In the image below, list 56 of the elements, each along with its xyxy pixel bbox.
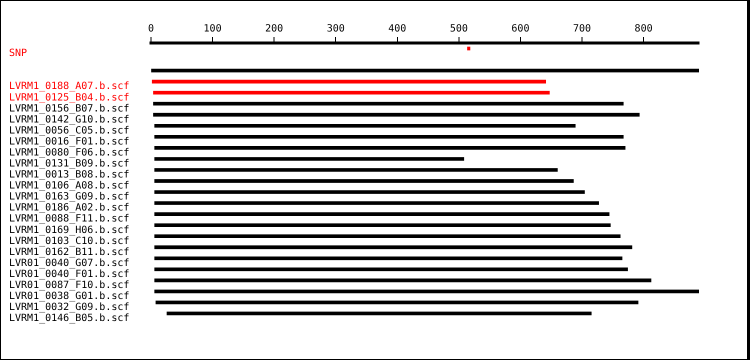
y-tick-label: LVRM1_0103_C10.b.scf: [9, 236, 130, 247]
x-tick-label: 700: [572, 24, 592, 35]
y-tick-label: LVRM1_0163_G09.b.scf: [9, 192, 130, 203]
bar: [467, 46, 470, 50]
y-tick-label: LVRM1_0169_H06.b.scf: [9, 224, 130, 236]
x-tick-label: 200: [265, 24, 284, 35]
bar: [153, 112, 640, 117]
y-tick-label: LVRM1_0080_F06.b.scf: [9, 147, 130, 158]
y-tick-label: LVRM1_0131_B09.b.scf: [9, 158, 130, 170]
bar: [156, 300, 638, 304]
bar: [154, 168, 558, 172]
bar: [154, 290, 699, 294]
y-tick-label: LVR01_0040_F01.b.scf: [9, 268, 130, 280]
x-tick-label: 400: [388, 24, 406, 35]
y-tick-label: LVRM1_0186_A02.b.scf: [9, 202, 130, 214]
y-tick-label: LVRM1_0146_B05.b.scf: [9, 313, 130, 324]
y-tick-label: LVRM1_0016_F01.b.scf: [9, 136, 130, 148]
bar: [166, 312, 592, 316]
y-tick-label: LVR01_0087_F10.b.scf: [9, 280, 130, 291]
bar: [154, 234, 621, 238]
y-tick-label: LVRM1_0013_B08.b.scf: [9, 170, 130, 181]
bar: [154, 157, 464, 161]
bar: [151, 68, 699, 72]
x-tick-label: 0: [148, 24, 154, 35]
bar: [152, 80, 546, 84]
x-tick-label: 800: [634, 24, 653, 35]
y-tick-label: LVRM1_0032_G09.b.scf: [9, 302, 130, 314]
y-tick-label: LVRM1_0056_C05.b.scf: [9, 125, 130, 136]
bar: [154, 201, 599, 205]
y-tick-label: LVRM1_0142_G10.b.scf: [9, 114, 130, 126]
bar: [154, 212, 610, 216]
bar: [154, 190, 585, 194]
y-tick-label: LVRM1_0088_F11.b.scf: [9, 214, 130, 225]
y-tick-label: LVR01_0038_G01.b.scf: [9, 290, 130, 302]
bar: [154, 256, 622, 260]
bar: [154, 135, 624, 139]
y-tick-label: SNP: [9, 48, 28, 60]
x-tick-label: 100: [204, 24, 222, 35]
y-tick-label: LVRM1_0188_A07.b.scf: [9, 81, 130, 92]
bar: [154, 179, 574, 183]
y-tick-label: LVR01_0040_G07.b.scf: [9, 258, 130, 269]
y-tick-label: LVRM1_0162_B11.b.scf: [9, 246, 130, 258]
x-tick-label: 300: [326, 24, 345, 35]
bar: [154, 245, 632, 250]
bar: [153, 102, 624, 106]
bar: [154, 223, 611, 227]
bar: [154, 124, 576, 128]
x-tick-label: 500: [450, 24, 468, 35]
bar: [154, 267, 628, 272]
y-tick-label: LVRM1_0125_B04.b.scf: [9, 92, 130, 104]
bar: [154, 278, 652, 282]
y-tick-label: LVRM1_0106_A08.b.scf: [9, 180, 130, 192]
x-tick-label: 600: [511, 24, 530, 35]
bar: [154, 146, 626, 150]
bar: [153, 90, 550, 95]
y-tick-label: LVRM1_0156_B07.b.scf: [9, 103, 130, 114]
